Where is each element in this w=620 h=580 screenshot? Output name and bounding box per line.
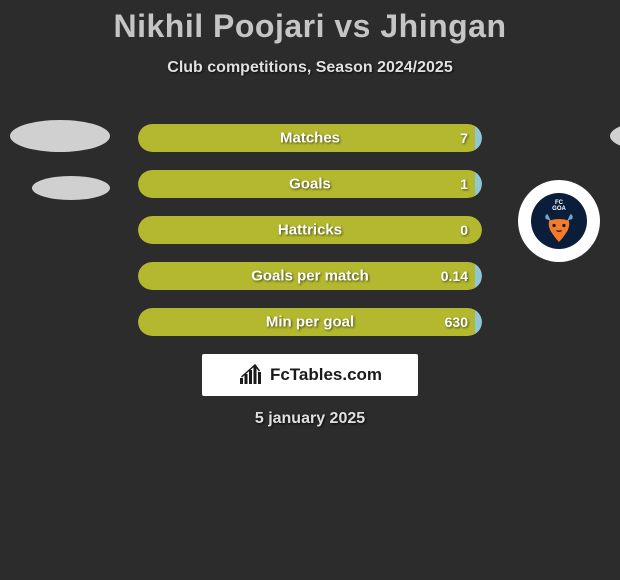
- stat-row: Hattricks 0: [138, 216, 482, 244]
- fctables-watermark: FcTables.com: [202, 354, 418, 396]
- gaur-icon: [542, 214, 576, 242]
- stat-value: 7: [460, 130, 468, 146]
- date-text: 5 january 2025: [0, 410, 620, 428]
- decorative-ellipse: [610, 120, 620, 152]
- chart-icon: [238, 364, 264, 386]
- stat-value: 630: [445, 314, 468, 330]
- decorative-ellipse: [32, 176, 110, 200]
- stat-value: 0: [460, 222, 468, 238]
- club-goa-text: GOA: [552, 206, 566, 212]
- subtitle: Club competitions, Season 2024/2025: [0, 59, 620, 77]
- club-badge-inner: FC GOA: [531, 193, 587, 249]
- stat-label: Goals per match: [251, 268, 369, 285]
- stat-row: Min per goal 630: [138, 308, 482, 336]
- stat-value: 0.14: [441, 268, 468, 284]
- stat-label: Matches: [280, 130, 340, 147]
- fctables-label: FcTables.com: [270, 365, 382, 385]
- stat-value: 1: [460, 176, 468, 192]
- decorative-ellipse: [10, 120, 110, 152]
- stat-row: Goals per match 0.14: [138, 262, 482, 290]
- stat-label: Goals: [289, 176, 331, 193]
- stat-row: Goals 1: [138, 170, 482, 198]
- stat-label: Min per goal: [266, 314, 354, 331]
- stat-label: Hattricks: [278, 222, 342, 239]
- stat-row: Matches 7: [138, 124, 482, 152]
- club-badge: FC GOA: [518, 180, 600, 262]
- stats-block: Matches 7 Goals 1 Hattricks 0 Goals per …: [138, 124, 482, 354]
- infographic-root: Nikhil Poojari vs Jhingan Club competiti…: [0, 0, 620, 580]
- page-title: Nikhil Poojari vs Jhingan: [0, 0, 620, 45]
